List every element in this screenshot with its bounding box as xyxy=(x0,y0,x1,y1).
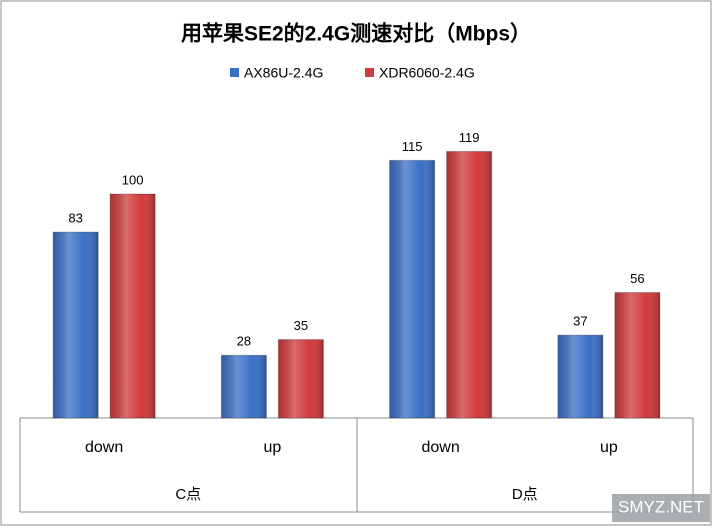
x-tick-label: up xyxy=(263,439,281,456)
x-tick-label: down xyxy=(85,439,123,456)
bar-shine xyxy=(221,355,267,418)
bar-shine xyxy=(446,151,492,418)
watermark: SMYZ.NET xyxy=(618,497,704,516)
bar-shine xyxy=(557,335,603,418)
watermark-bg xyxy=(612,494,710,522)
legend-swatch xyxy=(365,68,374,77)
x-tick-label: down xyxy=(422,439,460,456)
chart-title: 用苹果SE2的2.4G测速对比（Mbps） xyxy=(181,22,531,46)
group-label: D点 xyxy=(512,486,538,503)
bar-shine xyxy=(389,160,435,418)
legend-label: XDR6060-2.4G xyxy=(379,65,475,81)
value-label: 119 xyxy=(459,130,480,145)
bar-shine xyxy=(614,292,660,418)
bar-shine xyxy=(278,339,324,418)
value-label: 100 xyxy=(122,172,144,187)
legend-label: AX86U-2.4G xyxy=(244,65,323,81)
value-label: 35 xyxy=(294,318,308,333)
value-label: 37 xyxy=(573,314,587,329)
value-label: 56 xyxy=(630,271,644,286)
value-label: 28 xyxy=(237,334,251,349)
bar-shine xyxy=(53,232,99,418)
group-label: C点 xyxy=(175,486,201,503)
legend-swatch xyxy=(230,68,239,77)
bar-shine xyxy=(110,194,156,418)
value-label: 83 xyxy=(68,211,82,226)
x-tick-label: up xyxy=(600,439,618,456)
value-label: 115 xyxy=(402,139,423,154)
